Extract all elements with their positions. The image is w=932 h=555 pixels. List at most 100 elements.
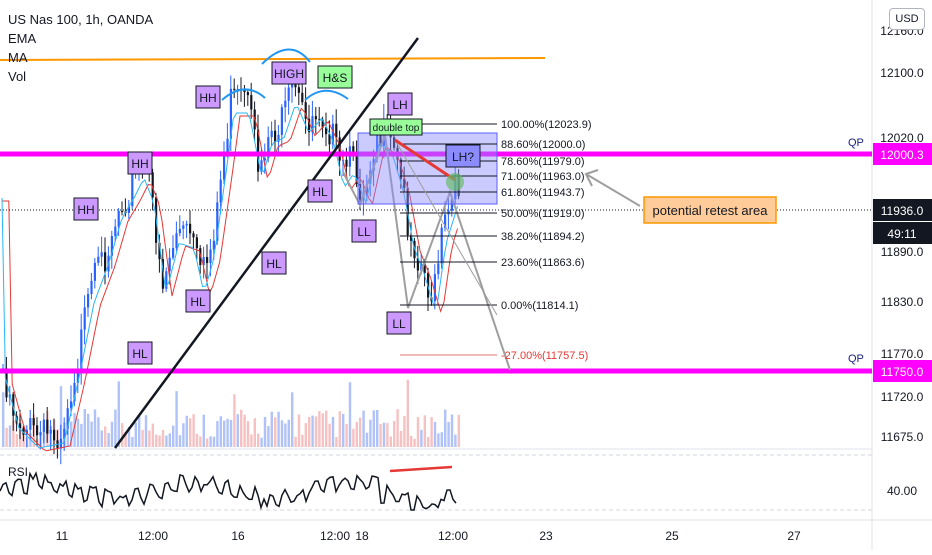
candle-body	[233, 88, 236, 90]
retest-marker	[446, 173, 464, 191]
volume-bar	[138, 415, 141, 447]
volume-bar	[2, 392, 5, 447]
volume-bar	[141, 429, 144, 447]
volume-bar	[348, 382, 352, 447]
volume-bar	[240, 409, 243, 447]
volume-bar	[161, 429, 165, 447]
time-tick-label: 25	[665, 529, 679, 543]
candle-body	[32, 418, 35, 426]
time-tick-label: 27	[787, 529, 801, 543]
candle-body	[440, 227, 443, 264]
candle-body	[236, 88, 239, 90]
candle-body	[12, 394, 15, 416]
candle-body	[423, 263, 426, 274]
candle-body	[260, 160, 263, 172]
ma-legend[interactable]: MA	[8, 50, 28, 65]
candle-body	[76, 368, 79, 383]
volume-bar	[189, 418, 192, 447]
candle-body	[308, 118, 311, 133]
volume-bar	[114, 409, 117, 447]
volume-bar	[352, 428, 355, 447]
candle-body	[376, 135, 379, 160]
candle-body	[175, 233, 178, 248]
fib-level-label: 100.00%(12023.9)	[501, 119, 592, 131]
swing-label-text: LH	[392, 98, 407, 112]
swing-label-text: HIGH	[274, 67, 304, 81]
candle-body	[352, 146, 355, 152]
volume-bar	[219, 416, 222, 447]
time-axis-ticks: 11 12:00 16 12:00 18 12:00 23 25 27	[56, 529, 801, 543]
candle-body	[311, 116, 314, 133]
candle-body	[182, 225, 185, 229]
candle-body	[117, 210, 120, 227]
volume-bar	[280, 420, 284, 447]
volume-bar	[372, 410, 375, 447]
symbol-title[interactable]: US Nas 100, 1h, OANDA	[8, 12, 154, 27]
candle-body	[229, 88, 232, 139]
volume-bar	[8, 425, 12, 447]
price-tick-label: 12020.0	[880, 131, 924, 145]
qp-high-badge	[873, 143, 932, 165]
volume-bar	[423, 415, 426, 447]
volume-bar	[100, 430, 103, 447]
currency-button[interactable]: USD	[889, 8, 925, 30]
vol-legend[interactable]: Vol	[8, 69, 27, 84]
volume-bar	[195, 433, 199, 447]
swing-label-box	[73, 197, 99, 221]
candle-body	[19, 423, 22, 429]
candle-body	[246, 92, 249, 96]
candle-body	[199, 248, 202, 265]
volume-bar	[410, 435, 413, 447]
candle-body	[46, 419, 49, 434]
right-shoulder-arc	[304, 89, 349, 101]
candle-body	[338, 137, 341, 161]
qp-low-value: 11750.0	[881, 365, 924, 379]
volume-bar	[15, 434, 18, 447]
candle-body	[216, 202, 219, 241]
fib-level-label: 71.00%(11963.0)	[501, 171, 585, 183]
swing-label-box	[386, 311, 412, 335]
time-tick-label: 16	[231, 529, 245, 543]
volume-bar	[155, 434, 158, 447]
time-tick-label: 12:00	[438, 529, 468, 543]
candle-body	[87, 293, 90, 308]
volume-bar	[90, 421, 93, 447]
volume-bar	[338, 411, 341, 447]
time-tick-label: 23	[539, 529, 553, 543]
volume-bar	[172, 425, 175, 447]
volume-bar	[416, 417, 420, 447]
candle-body	[450, 199, 453, 211]
candle-body	[165, 271, 168, 289]
candle-body	[331, 123, 334, 145]
candle-body	[206, 257, 209, 264]
time-tick-label: 11	[56, 529, 69, 543]
volume-bar	[440, 432, 443, 447]
volume-bar	[450, 414, 454, 447]
fibonacci-levels: 100.00%(12023.9) 88.60%(12000.0) 78.60%(11…	[400, 119, 592, 362]
candle-body	[114, 226, 117, 237]
swing-label-text: HH	[199, 91, 216, 105]
candle-body	[70, 401, 73, 409]
swing-label-text: HH	[131, 157, 148, 171]
volume-bar	[413, 438, 416, 447]
time-tick-label: 18	[355, 529, 369, 543]
ema-legend[interactable]: EMA	[8, 31, 37, 46]
volume-bar	[243, 414, 246, 447]
candle-body	[263, 158, 266, 161]
candle-body	[83, 307, 86, 330]
swing-label-box	[307, 179, 333, 203]
volume-bar	[117, 381, 120, 447]
swing-label-text: LL	[357, 225, 371, 239]
price-tick-label: 11890.0	[881, 245, 924, 259]
candle-body	[80, 329, 83, 369]
volume-bar	[427, 437, 430, 447]
swing-label-box	[271, 61, 307, 85]
volume-bar	[287, 419, 290, 447]
volume-bar	[403, 416, 406, 447]
price-tick-label: 11770.0	[881, 347, 924, 361]
volume-bar	[406, 379, 409, 447]
candle-body	[410, 235, 413, 241]
candle-body	[345, 159, 348, 167]
